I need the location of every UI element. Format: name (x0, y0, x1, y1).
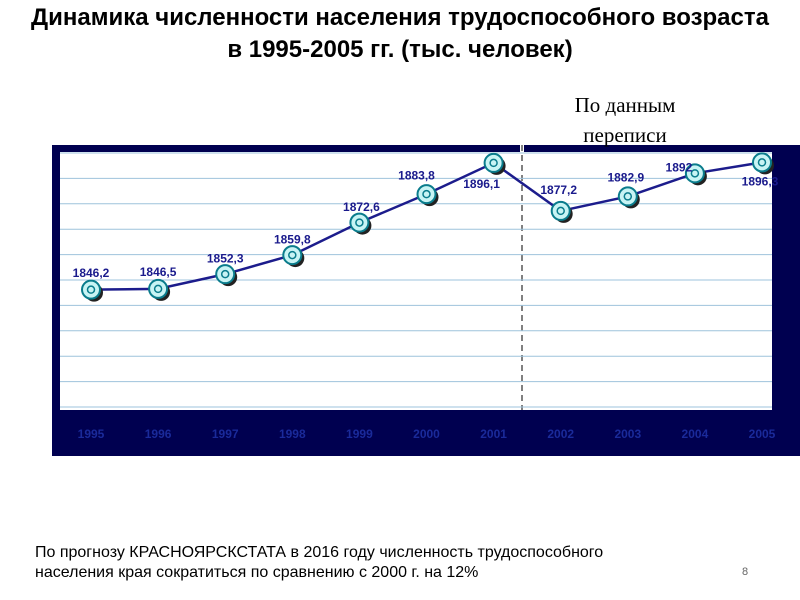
marker-dot (556, 206, 565, 216)
marker (483, 152, 504, 173)
x-tick-label: 2004 (682, 427, 709, 441)
x-tick-label: 2000 (413, 427, 440, 441)
x-tick-label: 2005 (749, 427, 776, 441)
marker (684, 163, 705, 184)
x-tick-label: 1999 (346, 427, 373, 441)
data-label: 1877,2 (540, 183, 577, 197)
marker (617, 186, 638, 207)
marker-dot (153, 284, 163, 294)
data-label: 1883,8 (398, 168, 435, 182)
marker (81, 279, 101, 300)
data-label: 1859,8 (274, 232, 311, 246)
marker-dot (422, 189, 431, 199)
x-tick-label: 2002 (547, 427, 574, 441)
data-label: 1892 (666, 160, 693, 174)
marker (416, 184, 437, 205)
x-tick-label: 1996 (145, 427, 172, 441)
data-label: 1846,5 (140, 265, 177, 279)
marker-dot (757, 158, 767, 167)
marker-dot (288, 250, 297, 260)
annotation: По данным переписи (574, 93, 676, 147)
marker-dot (220, 269, 230, 279)
x-tick-label: 2001 (480, 427, 507, 441)
marker (148, 278, 169, 299)
marker (349, 212, 370, 233)
data-label: 1882,9 (607, 171, 644, 185)
marker (215, 264, 236, 285)
x-tick-label: 1995 (78, 427, 105, 441)
page-number: 8 (742, 566, 749, 578)
data-label: 1896,1 (463, 177, 500, 191)
plot-area (60, 152, 772, 410)
data-label: 1846,2 (73, 266, 110, 280)
data-label: 1896,3 (742, 175, 779, 189)
marker (282, 245, 303, 266)
x-tick-label: 1997 (212, 427, 239, 441)
marker-dot (86, 285, 96, 294)
marker-dot (623, 192, 633, 201)
title: Динамика численности населения трудоспос… (31, 4, 783, 63)
marker-dot (690, 169, 700, 178)
x-tick-label: 2003 (614, 427, 641, 441)
data-label: 1872,6 (343, 200, 380, 214)
x-tick-label: 1998 (279, 427, 306, 441)
footnote: По прогнозу КРАСНОЯРСКСТАТА в 2016 году … (35, 544, 604, 581)
marker (752, 152, 772, 173)
marker (550, 200, 571, 221)
marker-dot (355, 218, 364, 227)
marker-dot (489, 158, 498, 168)
data-label: 1852,3 (207, 251, 244, 265)
